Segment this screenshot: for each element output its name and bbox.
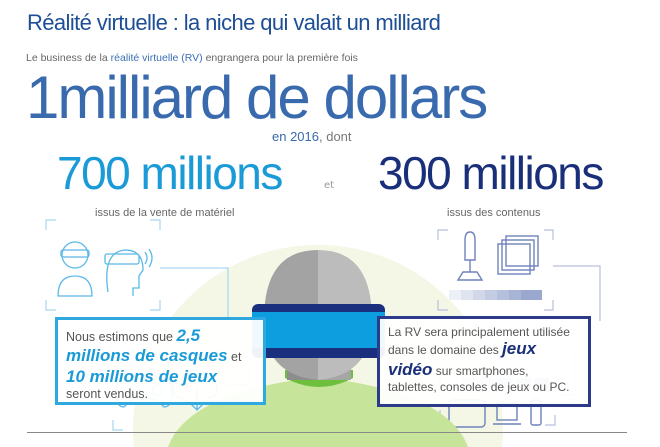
- content-caption: issus des contenus: [447, 207, 541, 219]
- pixel-bar-top: [449, 290, 542, 300]
- text: seront vendus.: [66, 387, 148, 402]
- emphasis: jeux vidéo: [388, 339, 537, 379]
- content-usage-box: La RV sera principalement utilisée dans …: [377, 316, 591, 407]
- text: La RV sera principalement utilisée dans …: [388, 325, 570, 358]
- intro-before: Le business de la: [26, 52, 111, 64]
- bottom-divider: [27, 432, 627, 433]
- year-highlight: en 2016: [272, 129, 319, 144]
- year-after: , dont: [319, 129, 352, 144]
- hardware-estimate-box: Nous estimons que 2,5 millions de casque…: [55, 317, 266, 405]
- text: Nous estimons que: [66, 330, 177, 344]
- hardware-caption: issus de la vente de matériel: [95, 207, 235, 219]
- intro-after: engrangera pour la première fois: [202, 52, 358, 64]
- vr-headset-profile-icon: [104, 248, 153, 296]
- text: sur smartphones, tablettes, consoles de …: [388, 363, 570, 395]
- year-line: en 2016, dont: [272, 129, 352, 144]
- joystick-icon: [456, 231, 484, 281]
- film-icon: [497, 235, 539, 275]
- intro-text: Le business de la réalité virtuelle (RV)…: [26, 52, 358, 64]
- intro-highlight: réalité virtuelle (RV): [110, 52, 203, 64]
- connector: et: [324, 180, 335, 191]
- text: et: [227, 350, 242, 365]
- page-title: Réalité virtuelle : la niche qui valait …: [27, 10, 441, 35]
- emphasis: 10 millions de jeux: [66, 366, 218, 386]
- vr-headset-person-icon: [57, 241, 93, 297]
- headline-amount: 1milliard de dollars: [26, 64, 488, 131]
- emphasis: 2,5 millions de casques: [66, 326, 228, 366]
- content-amount: 300 millions: [378, 147, 604, 199]
- hardware-amount: 700 millions: [57, 147, 283, 199]
